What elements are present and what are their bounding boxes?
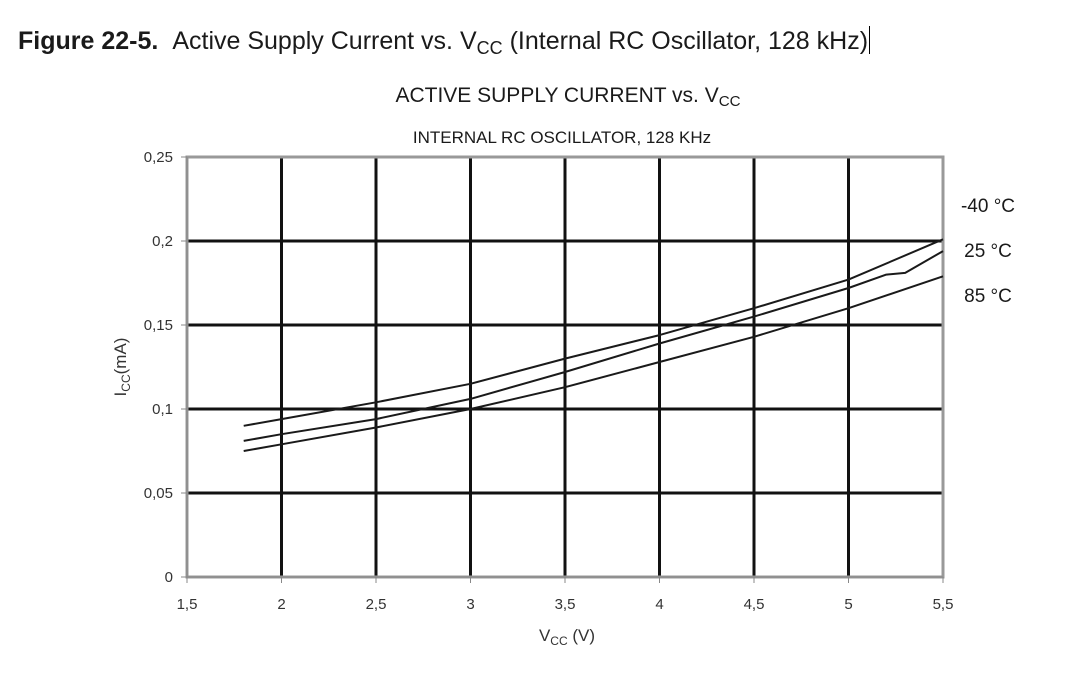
figure-caption-sub: CC: [476, 38, 503, 59]
y-axis-label: ICC(mA): [111, 338, 133, 397]
grid-layer: [187, 157, 943, 577]
x-tick-label: 4: [655, 596, 663, 613]
chart-title-main: ACTIVE SUPPLY CURRENT vs. V: [395, 84, 719, 107]
y-tick-label: 0,05: [144, 485, 173, 502]
series-line: [243, 238, 944, 427]
y-tick-label: 0,1: [152, 401, 173, 418]
chart-subtitle: INTERNAL RC OSCILLATOR, 128 KHz: [412, 128, 712, 147]
x-tick-label: 2,5: [366, 596, 387, 613]
series-label: -40 °C: [961, 196, 1015, 217]
x-tick-label: 3,5: [555, 596, 576, 613]
x-tick-label: 5: [844, 596, 852, 613]
chart-title-sub: CC: [718, 93, 741, 111]
figure-number: Figure 22-5.: [18, 27, 159, 55]
x-tick-label: 4,5: [744, 596, 765, 613]
axis-layer: [181, 156, 944, 583]
y-tick-label: 0,15: [144, 317, 173, 334]
series-layer: [243, 238, 944, 452]
series-label: 25 °C: [964, 241, 1012, 262]
figure-caption-tail: (Internal RC Oscillator, 128 kHz): [502, 27, 869, 55]
x-tick-label: 1,5: [177, 596, 198, 613]
y-tick-label: 0: [165, 569, 173, 586]
x-tick-label: 5,5: [933, 596, 954, 613]
x-axis-label: VCC (V): [539, 626, 595, 648]
y-tick-label: 0,2: [152, 233, 173, 250]
label-layer: 1,5 2 2,5 3 3,5 4 4,5 5 5,5 0 0,05 0,1 0,15 0,2 0,25 -4…: [144, 149, 1015, 613]
chart-title: ACTIVE SUPPLY CURRENT vs. VCC: [0, 84, 1075, 111]
figure-caption-main: Active Supply Current vs. V: [172, 27, 477, 55]
text-cursor: [869, 26, 871, 54]
series-line: [243, 250, 944, 442]
y-tick-label: 0,25: [144, 149, 173, 166]
x-tick-label: 3: [466, 596, 474, 613]
series-label: 85 °C: [964, 286, 1012, 307]
figure-caption: Figure 22-5. Active Supply Current vs. VC…: [18, 26, 871, 59]
series-line: [243, 275, 944, 452]
x-tick-label: 2: [277, 596, 285, 613]
